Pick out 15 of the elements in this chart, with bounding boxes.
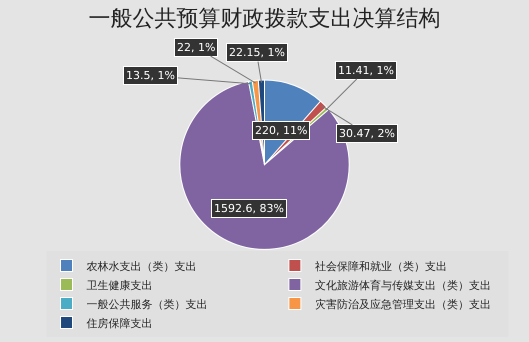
data-label: 11.41, 1% [338, 64, 394, 77]
chart-title: 一般公共预算财政拨款支出决算结构 [88, 6, 440, 32]
legend-label: 文化旅游体育与传媒支出（类）支出 [314, 278, 491, 292]
legend-label: 住房保障支出 [86, 316, 153, 330]
data-label: 22.15, 1% [229, 46, 285, 59]
data-label: 30.47, 2% [339, 127, 395, 140]
legend-label: 一般公共服务（类）支出 [86, 298, 208, 311]
data-label: 22, 1% [177, 41, 216, 54]
legend-label: 卫生健康支出 [86, 278, 153, 292]
legend-label: 灾害防治及应急管理支出（类）支出 [314, 298, 491, 311]
data-label: 1592.6, 83% [214, 202, 284, 215]
legend-label: 农林水支出（类）支出 [86, 260, 197, 273]
data-label: 220, 11% [255, 124, 308, 137]
data-label: 13.5, 1% [126, 69, 175, 82]
legend-label: 社会保障和就业（类）支出 [314, 260, 447, 273]
